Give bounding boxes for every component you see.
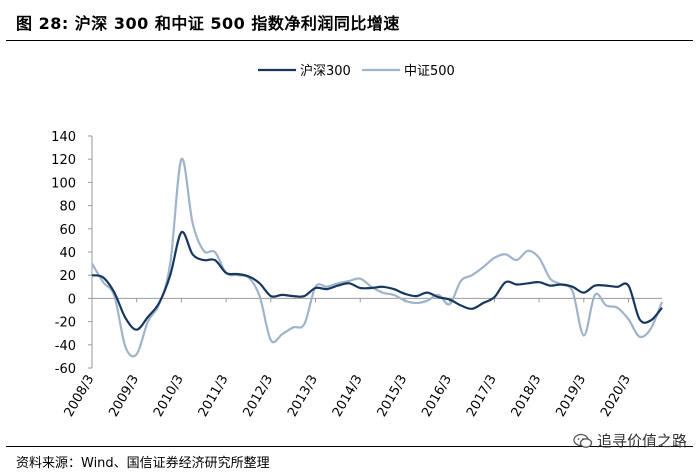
y-tick-label: 60 — [59, 223, 76, 238]
y-tick-label: 20 — [59, 269, 76, 284]
y-tick-label: 0 — [68, 292, 76, 307]
chart-title: 图 28: 沪深 300 和中证 500 指数净利润同比增速 — [16, 14, 400, 33]
x-tick-label: 2018/3 — [509, 373, 545, 420]
x-tick-label: 2008/3 — [62, 373, 98, 420]
y-tick-label: 40 — [59, 246, 76, 261]
y-tick-label: 140 — [51, 130, 76, 145]
x-tick-label: 2009/3 — [106, 373, 142, 420]
y-tick-label: -60 — [55, 362, 76, 377]
series-line-hs300 — [91, 230, 663, 331]
x-tick-label: 2012/3 — [240, 373, 276, 420]
x-tick-label: 2019/3 — [553, 373, 589, 420]
x-tick-label: 2016/3 — [419, 373, 455, 420]
legend: 沪深300 中证500 — [258, 63, 455, 79]
watermark: 追寻价值之路 — [573, 430, 687, 451]
legend-label-zz500: 中证500 — [404, 64, 455, 79]
x-tick-label: 2010/3 — [151, 373, 187, 420]
y-tick-label: 80 — [59, 200, 76, 215]
source-note: 资料来源：Wind、国信证券经济研究所整理 — [16, 456, 270, 471]
x-tick-label: 2011/3 — [196, 373, 232, 420]
series-layer — [91, 157, 664, 358]
y-axis: -60 -40 -20 0 20 40 60 80 100 120 140 — [51, 130, 93, 377]
top-rule — [6, 40, 693, 41]
x-tick-label: 2015/3 — [375, 373, 411, 420]
y-tick-label: 120 — [51, 153, 76, 168]
x-tick-label: 2017/3 — [464, 372, 500, 419]
x-tick-label: 2020/3 — [598, 373, 634, 420]
y-tick-label: -20 — [55, 316, 76, 331]
x-tick-label: 2013/3 — [285, 373, 321, 420]
y-tick-label: 100 — [51, 176, 76, 191]
series-line-zz500 — [91, 157, 664, 358]
watermark-text: 追寻价值之路 — [596, 432, 687, 450]
bottom-rule — [6, 446, 693, 447]
legend-label-hs300: 沪深300 — [300, 63, 351, 79]
y-tick-label: -40 — [55, 339, 76, 354]
wechat-icon — [573, 433, 593, 448]
x-tick-label: 2014/3 — [330, 373, 366, 420]
